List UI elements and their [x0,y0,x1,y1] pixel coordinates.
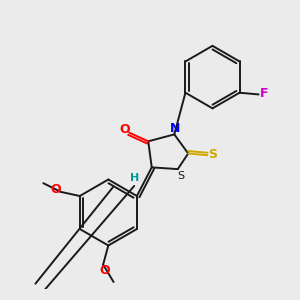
Text: O: O [119,123,130,136]
Text: O: O [99,264,110,277]
Text: S: S [177,171,184,181]
Text: N: N [170,122,181,135]
Text: S: S [208,148,217,161]
Text: H: H [130,173,139,183]
Text: O: O [50,183,61,196]
Text: F: F [260,87,269,100]
